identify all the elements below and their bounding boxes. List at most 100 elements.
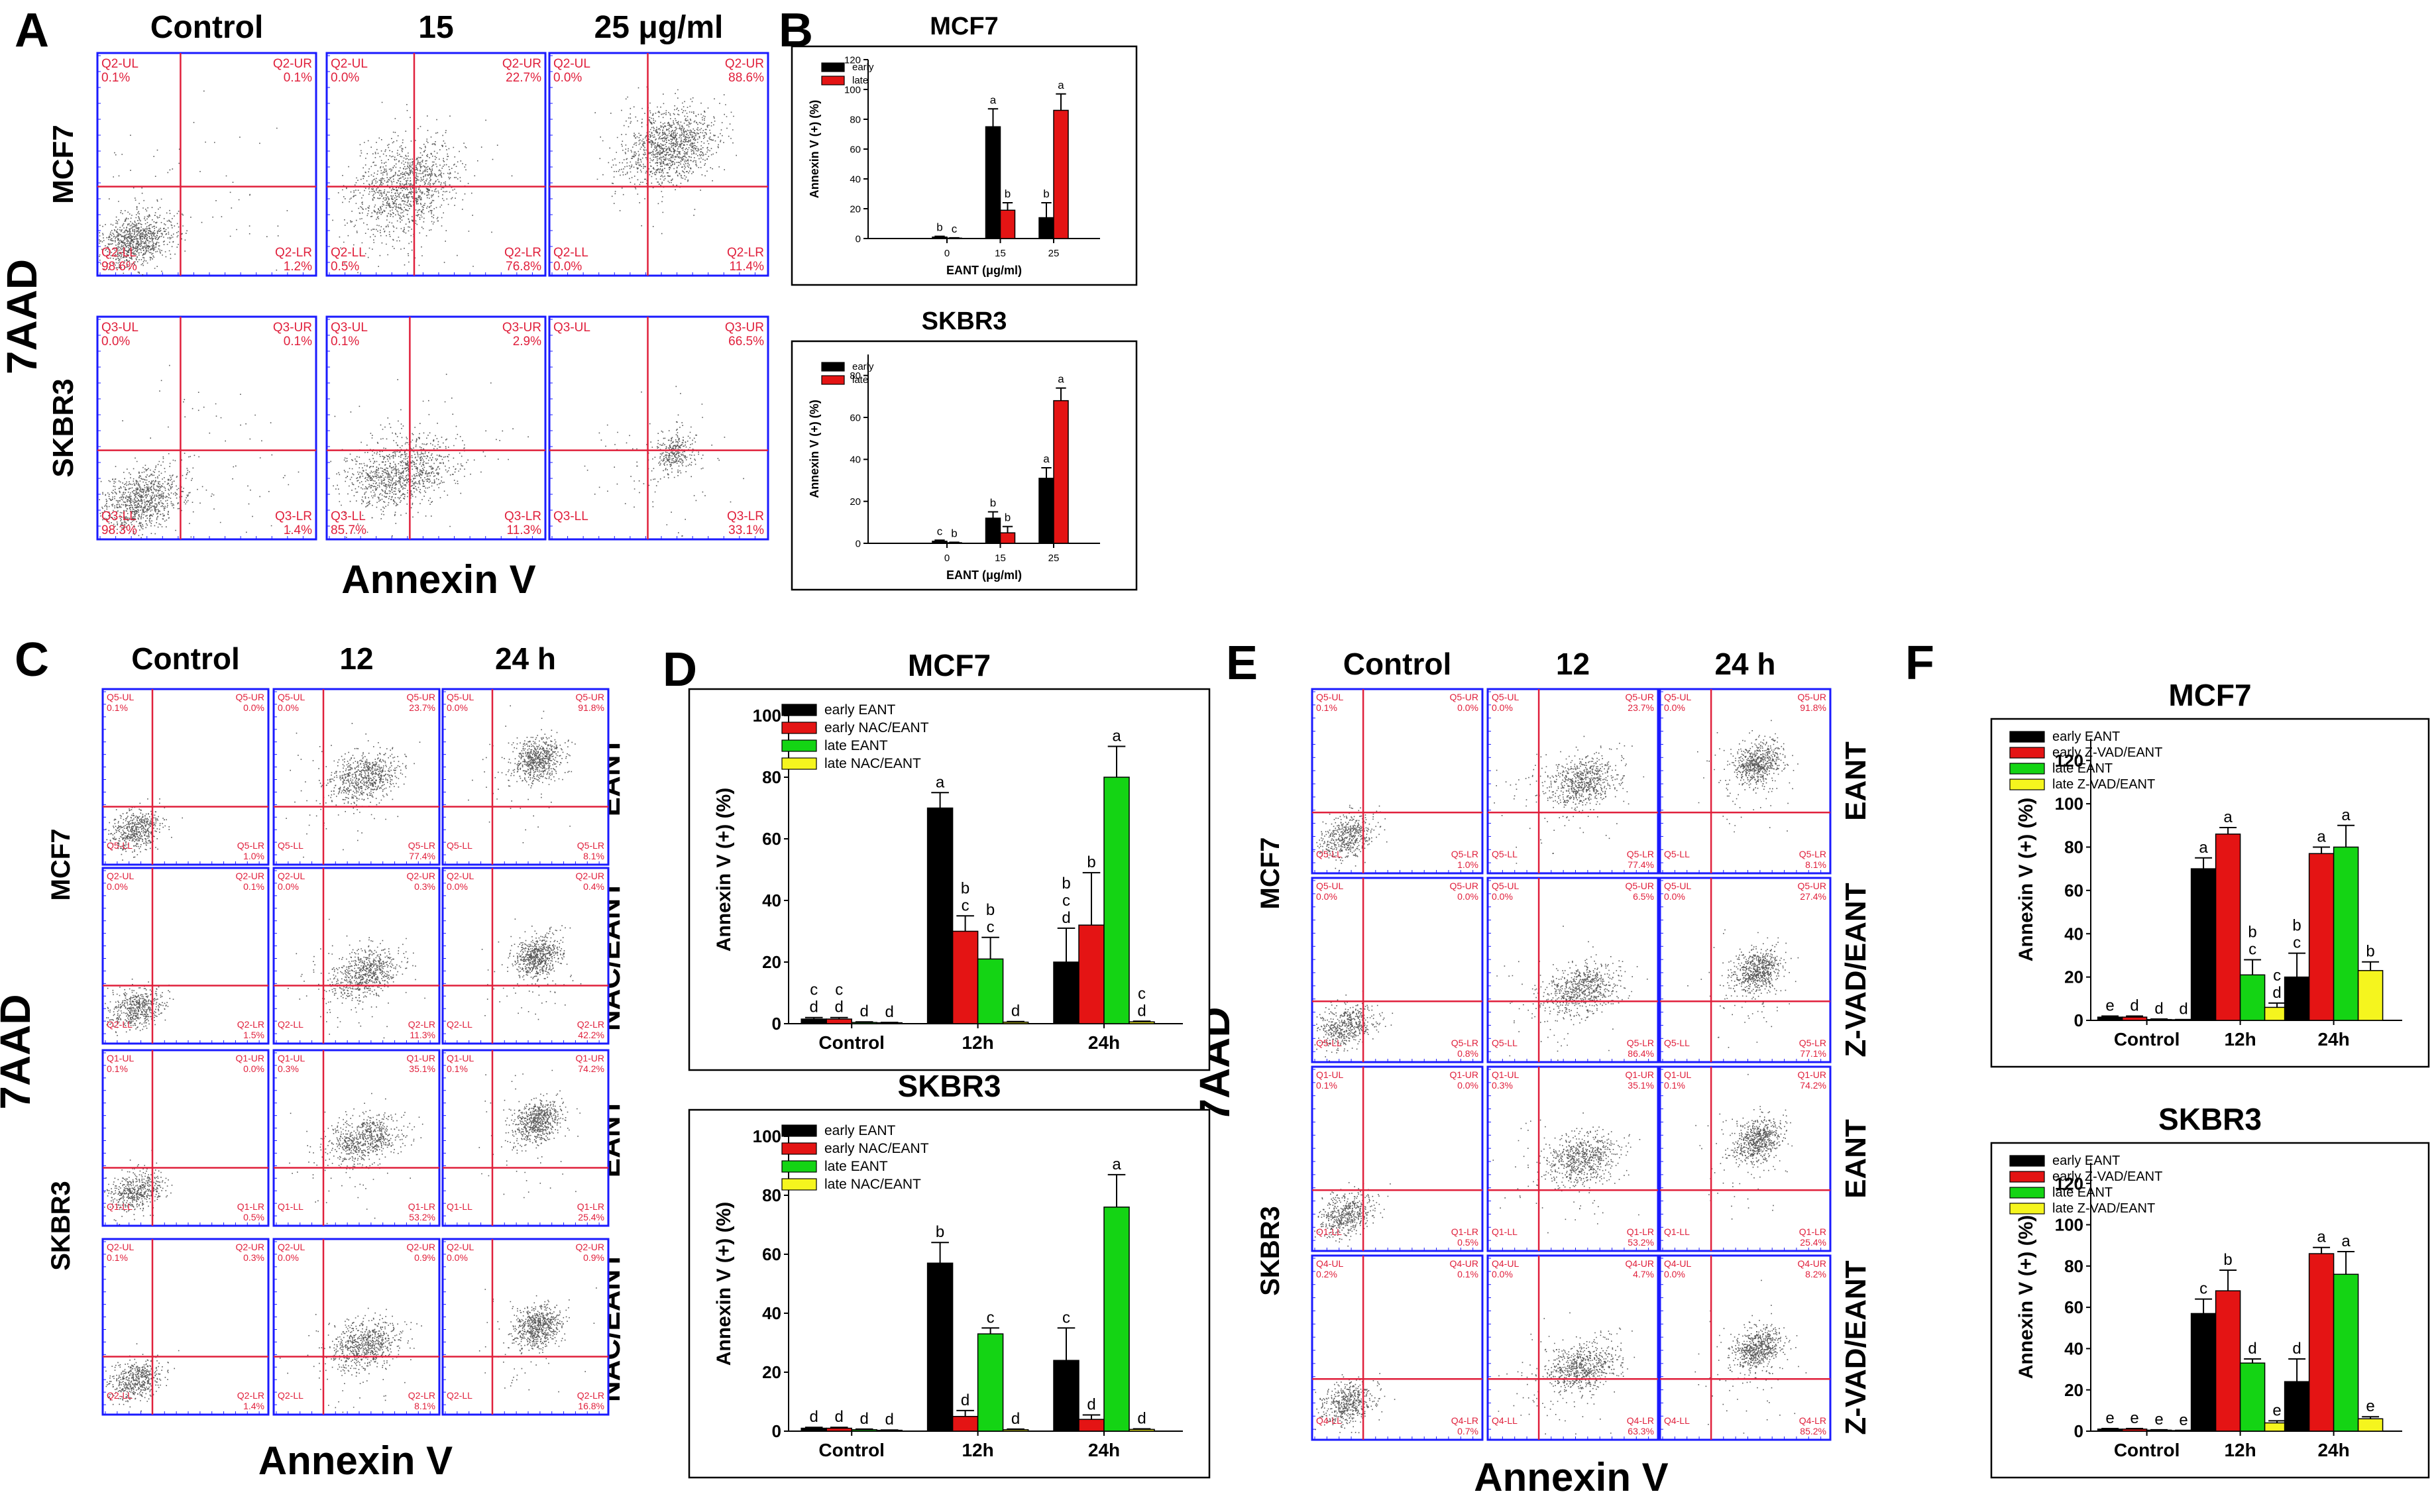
legend-swatch — [2009, 1187, 2045, 1199]
chart-title: SKBR3 — [2158, 1102, 2262, 1136]
bar — [2284, 976, 2310, 1021]
legend-swatch — [821, 76, 845, 85]
y-tick-label: 20 — [2064, 1380, 2083, 1400]
quadrant-name: Q2-LR — [408, 1019, 435, 1030]
quadrant-name: Q3-LL — [553, 510, 588, 523]
bar — [801, 1018, 827, 1024]
quadrant-name: Q4-LL — [1492, 1415, 1518, 1426]
flow-plot-frame — [548, 315, 769, 541]
significance-letter: e — [2130, 1409, 2138, 1427]
x-tick-label: 24h — [1088, 1032, 1120, 1053]
bar — [826, 1427, 852, 1432]
quadrant-value: 53.2% — [409, 1212, 435, 1222]
quadrant-value: 0.0% — [243, 702, 264, 713]
bar — [1078, 924, 1105, 1024]
quadrant-name: Q5-LR — [577, 840, 604, 851]
quadrant-name: Q1-UR — [406, 1053, 435, 1063]
bar — [1002, 1021, 1029, 1024]
quadrant-value: 33.1% — [728, 523, 764, 537]
legend-swatch — [821, 62, 845, 72]
scatter-points — [104, 1150, 173, 1225]
bar — [2239, 974, 2266, 1021]
significance-letter: b — [1043, 188, 1049, 200]
scatter-points — [1314, 991, 1394, 1061]
quadrant-name: Q3-UL — [331, 321, 368, 335]
flow-plot-frame — [272, 688, 441, 866]
legend-swatch — [821, 362, 845, 372]
quadrant-name: Q2-LR — [275, 246, 312, 260]
y-tick-label: 60 — [850, 144, 861, 155]
quadrant-value: 76.8% — [506, 260, 541, 274]
y-tick-label: 40 — [2064, 1338, 2083, 1358]
quadrant-name: Q2-UR — [725, 57, 764, 71]
bar — [1053, 109, 1069, 239]
y-axis-label: Annexin V (+) (%) — [2015, 1215, 2037, 1379]
significance-letter: a — [990, 93, 997, 106]
y-axis-title: 7AAD — [0, 259, 46, 374]
quadrant-name: Q3-LL — [101, 510, 137, 523]
quadrant-name: Q5-LR — [1451, 1038, 1478, 1048]
quadrant-name: Q2-LR — [408, 1390, 435, 1401]
bar — [2097, 1429, 2123, 1432]
x-tick-label: 12h — [2224, 1440, 2256, 1460]
scatter-points — [105, 1343, 180, 1412]
quadrant-value: 0.1% — [1316, 702, 1337, 713]
chart-frame — [791, 45, 1138, 286]
quadrant-value: 8.1% — [414, 1401, 435, 1411]
quadrant-value: 35.1% — [1628, 1080, 1654, 1091]
significance-letter: b — [2366, 943, 2374, 961]
legend-label: late EANT — [2052, 1185, 2113, 1200]
significance-letter: c — [835, 981, 843, 999]
bar — [999, 532, 1016, 544]
y-tick-label: 0 — [772, 1014, 781, 1034]
quadrant-name: Q5-UR — [1797, 881, 1826, 891]
quadrant-name: Q5-UR — [1449, 692, 1478, 702]
flow-plot-frame — [101, 867, 270, 1045]
quadrant-value: 53.2% — [1628, 1237, 1654, 1248]
quadrant-value: 74.2% — [578, 1063, 604, 1074]
bar — [1103, 1207, 1130, 1432]
y-tick-label: 20 — [850, 496, 861, 508]
significance-letter: a — [2317, 1228, 2326, 1246]
significance-letter: d — [885, 1411, 894, 1429]
significance-letter: e — [2105, 1409, 2114, 1427]
y-tick-label: 120 — [2055, 1173, 2083, 1193]
quadrant-value: 0.0% — [1492, 702, 1513, 713]
quadrant-name: Q4-UL — [1664, 1258, 1691, 1269]
scatter-points — [1313, 804, 1388, 871]
column-header: 24 h — [495, 641, 556, 676]
significance-letter: e — [2154, 1411, 2163, 1429]
bar — [926, 807, 954, 1024]
quadrant-name: Q2-UR — [406, 871, 435, 881]
significance-letter: e — [2272, 1401, 2281, 1419]
quadrant-value: 8.1% — [583, 851, 604, 861]
x-tick-label: 0 — [944, 248, 950, 259]
significance-letter: d — [835, 1408, 844, 1426]
quadrant-name: Q1-LL — [1492, 1226, 1518, 1237]
legend-label: late Z-VAD/EANT — [2052, 777, 2155, 792]
scatter-points — [288, 918, 425, 1039]
quadrant-name: Q4-UR — [1449, 1258, 1478, 1269]
bar — [2333, 846, 2359, 1021]
quadrant-value: 0.0% — [278, 702, 299, 713]
x-tick-label: 0 — [944, 553, 950, 564]
bar — [1038, 217, 1054, 239]
significance-letter: e — [2366, 1397, 2374, 1415]
bar-chart: MCF7 0 20 40 60 80 100 120 Annexin V (+) (%) EANT… — [791, 13, 1138, 286]
quadrant-name: Q5-UL — [1492, 692, 1519, 702]
legend-label: early EANT — [824, 702, 896, 718]
significance-letter: d — [835, 999, 844, 1016]
significance-letter: e — [2105, 997, 2114, 1014]
row-label: MCF7 — [1256, 837, 1285, 910]
quadrant-value: 0.0% — [553, 260, 582, 274]
row-label: SKBR3 — [1256, 1206, 1285, 1296]
quadrant-value: 11.3% — [410, 1030, 435, 1040]
quadrant-name: Q4-LR — [1799, 1415, 1826, 1426]
quadrant-value: 0.1% — [101, 71, 130, 85]
y-tick-label: 0 — [772, 1421, 781, 1441]
significance-letter: c — [1062, 1309, 1070, 1326]
